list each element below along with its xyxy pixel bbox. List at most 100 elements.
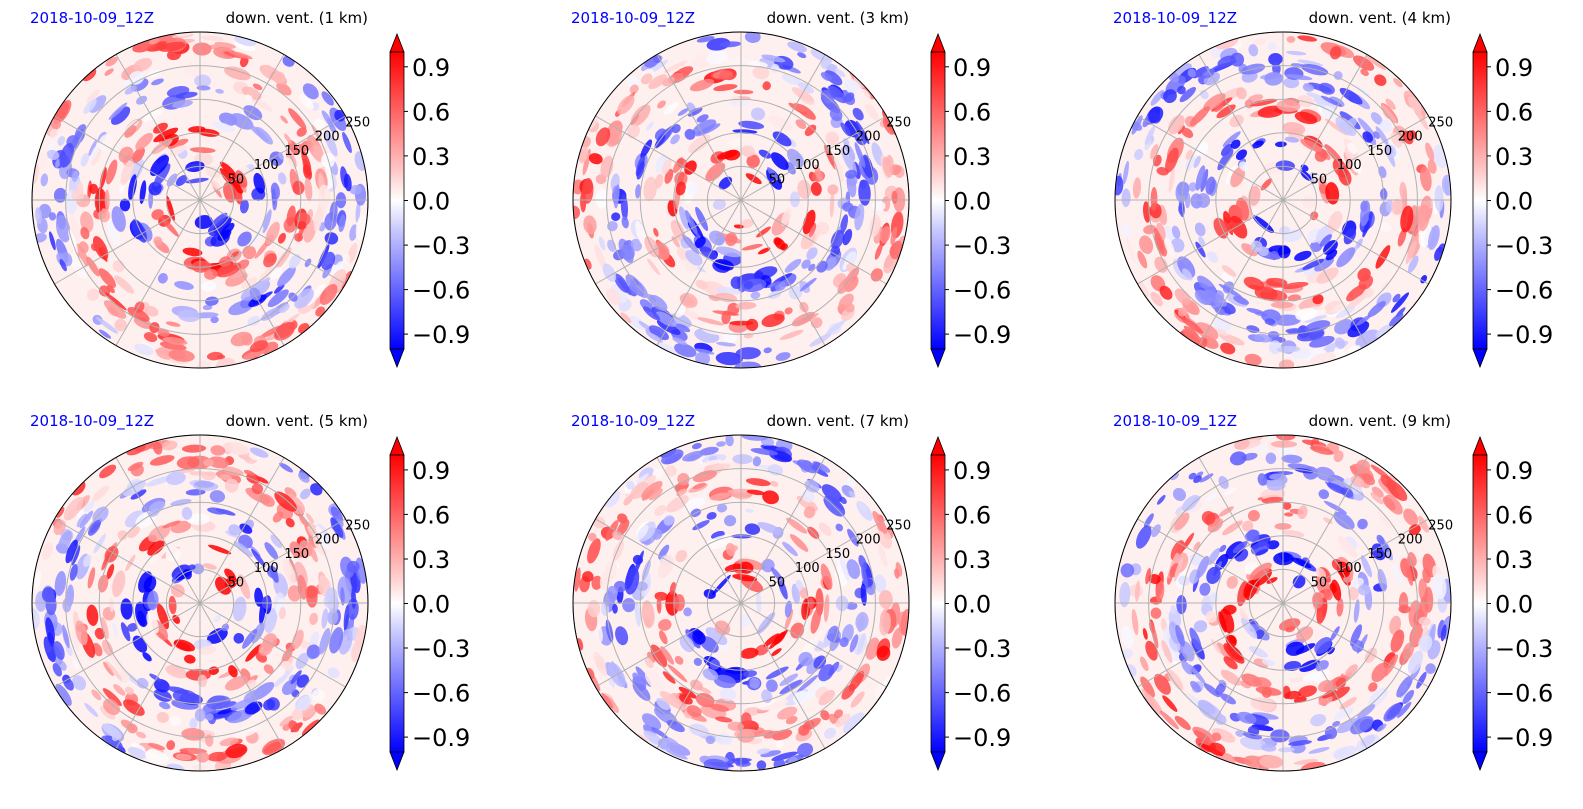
colorbar-tick-label: 0.0 <box>1495 188 1533 216</box>
vent-blob <box>1176 541 1185 554</box>
vent-blob <box>1205 492 1218 502</box>
vent-blob <box>1182 268 1193 281</box>
vent-blob <box>281 680 297 695</box>
vent-blob <box>1150 144 1159 160</box>
vent-blob <box>642 306 661 321</box>
vent-blob <box>319 284 338 305</box>
vent-blob <box>821 484 843 503</box>
vent-blob <box>1150 89 1165 106</box>
vent-blob <box>829 108 843 122</box>
vent-blob <box>719 70 734 81</box>
vent-blob <box>809 223 817 238</box>
vent-blob <box>274 665 287 679</box>
vent-blob <box>189 147 216 153</box>
vent-blob <box>1353 599 1360 623</box>
vent-blob <box>165 321 181 327</box>
vent-blob <box>230 698 255 711</box>
vent-blob <box>191 260 212 273</box>
vent-blob <box>330 517 344 538</box>
vent-blob <box>820 72 832 82</box>
vent-blob <box>709 659 721 670</box>
vent-blob <box>166 173 178 187</box>
panel-date: 2018-10-09_12Z <box>571 9 695 28</box>
vent-blob <box>795 579 804 591</box>
vent-blob <box>189 471 208 476</box>
vent-blob <box>1122 160 1129 185</box>
vent-blob <box>791 87 814 102</box>
vent-blob <box>291 629 304 650</box>
colorbar-extend-max <box>389 32 405 53</box>
vent-blob <box>1351 159 1362 174</box>
panel-title: down. vent. (9 km) <box>1309 412 1451 430</box>
vent-blob <box>170 499 192 506</box>
vent-blob <box>644 657 654 669</box>
vent-blob <box>1310 714 1327 727</box>
vent-blob <box>1275 435 1296 441</box>
vent-blob <box>740 647 759 659</box>
vent-blob <box>595 655 606 670</box>
vent-blob <box>1266 277 1288 287</box>
vent-blob <box>740 712 752 727</box>
vent-blob <box>1215 328 1229 337</box>
vent-blob <box>219 737 239 747</box>
vent-blob <box>1119 581 1131 608</box>
vent-blob <box>211 121 236 133</box>
ring-label: 250 <box>345 519 370 534</box>
vent-blob <box>1427 225 1440 251</box>
vent-blob <box>1142 628 1148 640</box>
vent-blob <box>793 690 809 705</box>
vent-blob <box>198 645 217 655</box>
ring-label: 100 <box>795 158 820 173</box>
vent-blob <box>234 41 256 52</box>
vent-blob <box>654 134 666 149</box>
vent-blob <box>1367 301 1386 318</box>
colorbar: 0.9 0.6 0.3 0.0 −0.3 −0.6 −0.9 <box>930 435 1011 772</box>
vent-blob <box>103 661 114 677</box>
vent-blob <box>1281 281 1309 290</box>
vent-blob <box>835 523 844 532</box>
vent-blob <box>1144 138 1152 151</box>
vent-blob <box>1392 564 1400 587</box>
vent-blob <box>1396 630 1404 639</box>
vent-blob <box>1252 215 1275 234</box>
vent-blob <box>65 539 78 564</box>
grid-spoke <box>740 54 826 201</box>
vent-blob <box>1151 524 1161 538</box>
grid-spoke <box>199 457 285 604</box>
vent-blob <box>209 490 226 503</box>
vent-blob <box>80 152 89 167</box>
vent-blob <box>1150 621 1159 649</box>
vent-blob <box>1419 166 1432 192</box>
vent-blob <box>225 743 248 759</box>
vent-blob <box>259 493 275 507</box>
vent-blob <box>159 701 171 710</box>
vent-blob <box>228 51 253 60</box>
vent-blob <box>1304 315 1327 323</box>
vent-blob <box>50 119 62 130</box>
vent-blob <box>235 724 260 738</box>
vent-blob <box>770 567 784 583</box>
vent-blob <box>112 570 126 598</box>
vent-blob <box>674 343 697 358</box>
vent-blob <box>763 633 780 647</box>
vent-blob <box>1174 557 1183 582</box>
vent-blob <box>615 184 620 201</box>
vent-blob <box>106 660 123 681</box>
vent-blob <box>1193 155 1201 168</box>
vent-blob <box>319 533 330 551</box>
colorbar-tick-label: 0.3 <box>953 546 991 574</box>
vent-blob <box>848 151 858 176</box>
vent-blob <box>239 199 249 214</box>
colorbar-tick-label: −0.6 <box>1495 277 1553 305</box>
vent-blob <box>666 742 691 756</box>
vent-blob <box>309 612 319 626</box>
vent-blob <box>219 473 232 481</box>
vent-blob <box>1225 165 1237 185</box>
vent-blob <box>1309 211 1319 221</box>
vent-blob <box>676 488 688 497</box>
grid-spoke <box>595 199 742 285</box>
vent-blob <box>835 713 851 728</box>
vent-blob <box>135 731 147 739</box>
vent-blob <box>727 721 744 732</box>
